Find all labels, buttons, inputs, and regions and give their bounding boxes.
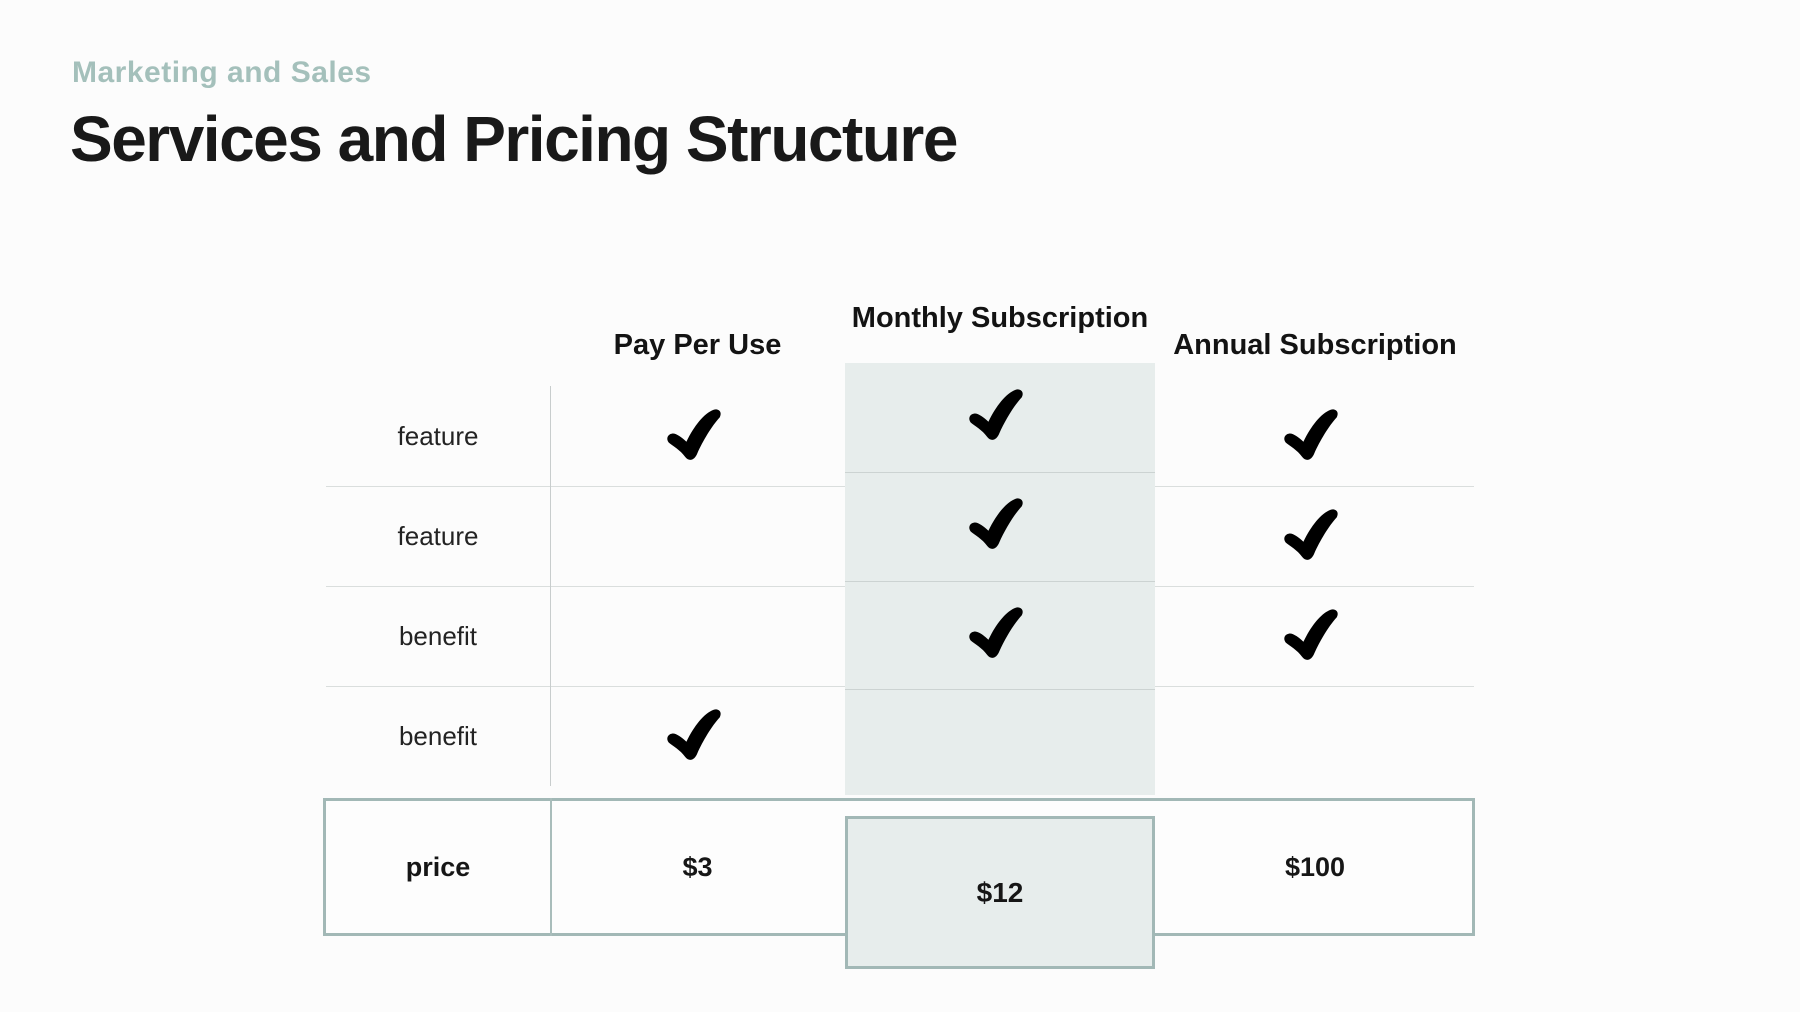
monthly-highlight-card [845, 363, 1155, 795]
check-icon [1284, 609, 1338, 660]
column-divider [550, 386, 551, 786]
check-icon [969, 607, 1023, 658]
card-row-divider [845, 472, 1155, 473]
column-header-pay-per-use: Pay Per Use [613, 329, 782, 361]
check-icon [969, 498, 1023, 549]
price-row-label: price [405, 851, 471, 882]
row-label: benefit [398, 720, 478, 751]
price-annual: $100 [1284, 851, 1346, 882]
check-icon [667, 709, 721, 760]
check-icon [1284, 409, 1338, 460]
price-pay-per-use: $3 [682, 851, 713, 882]
card-row-divider [845, 581, 1155, 582]
column-header-monthly-subscription: Monthly Subscription [851, 302, 1149, 334]
card-row-divider [845, 689, 1155, 690]
check-icon [969, 389, 1023, 440]
price-row-divider [550, 798, 552, 936]
check-icon [1284, 509, 1338, 560]
row-label: benefit [398, 620, 478, 651]
row-label: feature [397, 520, 479, 551]
column-header-annual-subscription: Annual Subscription [1173, 329, 1457, 361]
eyebrow-label: Marketing and Sales [72, 56, 372, 89]
row-label: feature [397, 420, 479, 451]
check-icon [667, 409, 721, 460]
page-title: Services and Pricing Structure [70, 103, 958, 175]
price-monthly: $12 [845, 816, 1155, 969]
